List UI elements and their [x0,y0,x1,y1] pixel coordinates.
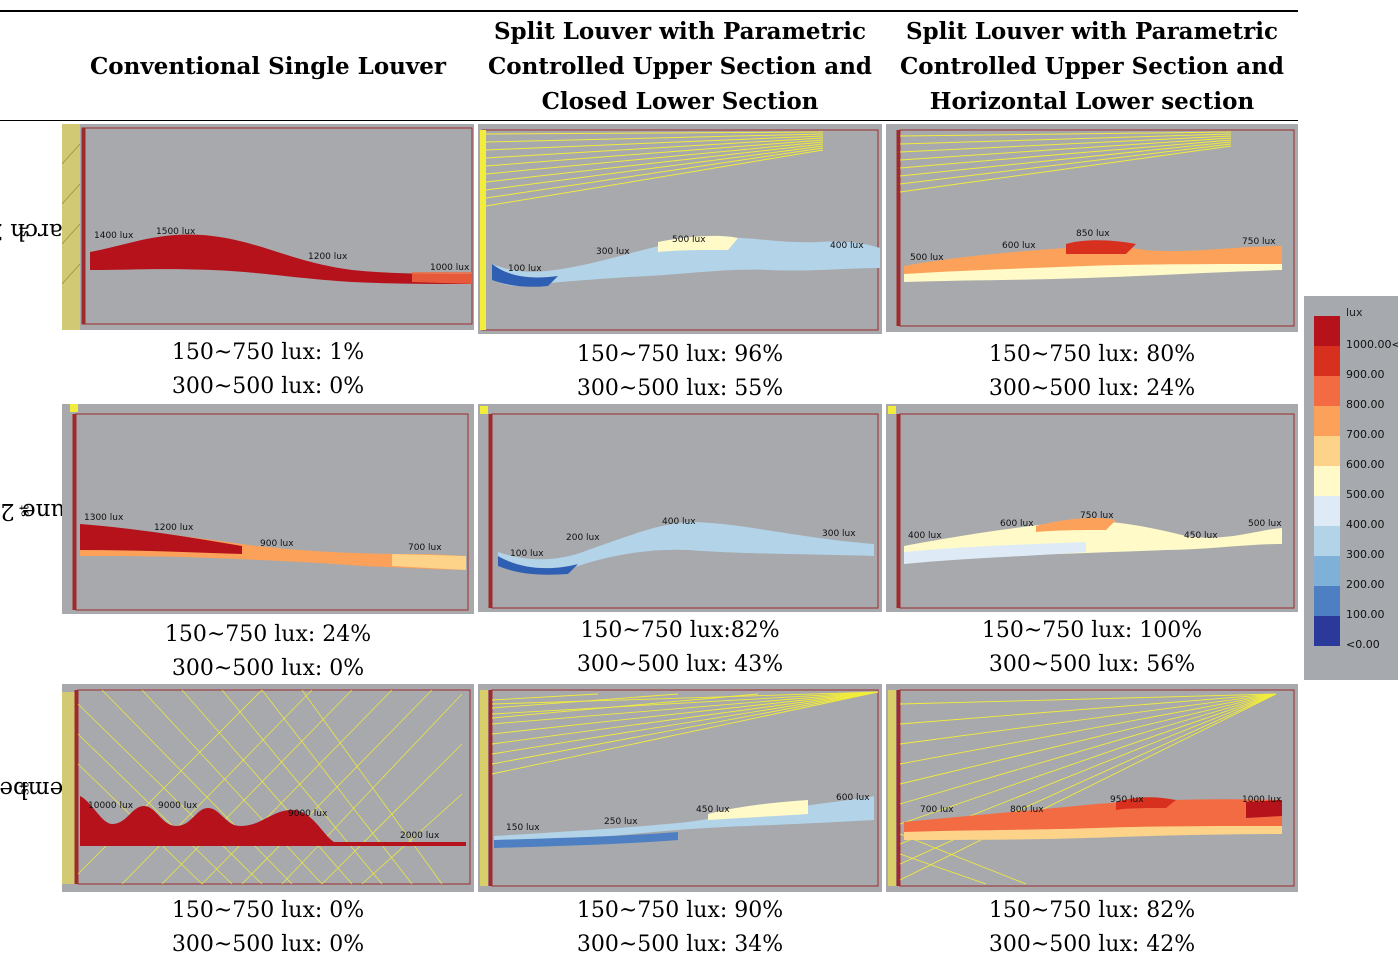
panel-june-closed-lower: 100 lux 200 lux 400 lux 300 lux [478,404,882,612]
lux-label: 750 lux [1080,511,1114,521]
lux-label: 9000 lux [158,801,198,811]
panel-march-horizontal-lower: 500 lux 600 lux 850 lux 750 lux [886,124,1298,332]
lux-label: 500 lux [1248,519,1282,529]
header-rule [0,120,1298,121]
caption-june-horizontal-lower: 150~750 lux: 100% 300~500 lux: 56% [981,618,1203,677]
caption-march-conventional: 150~750 lux: 1% 300~500 lux: 0% [171,340,365,399]
lux-label: 500 lux [672,235,706,245]
row-label-june: June 21st [0,498,75,524]
caption-december-closed-lower: 150~750 lux: 90% 300~500 lux: 34% [576,898,784,957]
panel-june-horizontal-lower: 400 lux 600 lux 750 lux 450 lux 500 lux [886,404,1298,612]
legend-swatch [1314,316,1340,346]
lux-label: 450 lux [1184,531,1218,541]
lux-label: 750 lux [1242,237,1276,247]
lux-label: 1500 lux [156,227,196,237]
lux-label: 450 lux [696,805,730,815]
lux-label: 300 lux [596,247,630,257]
lux-label: 2000 lux [400,831,440,841]
legend-tick-label: 800.00 [1346,398,1385,411]
lux-label: 10000 lux [88,801,134,811]
lux-label: 400 lux [662,517,696,527]
caption-december-horizontal-lower: 150~750 lux: 82% 300~500 lux: 42% [988,898,1196,957]
legend-swatch [1314,406,1340,436]
lux-label: 400 lux [908,531,942,541]
legend-tick-label: <0.00 [1346,638,1380,651]
lux-label: 400 lux [830,241,864,251]
legend-tick-label: 400.00 [1346,518,1385,531]
lux-label: 600 lux [1002,241,1036,251]
legend-swatch [1314,616,1340,646]
caption-march-horizontal-lower: 150~750 lux: 80% 300~500 lux: 24% [988,342,1196,401]
legend-swatch [1314,466,1340,496]
panel-june-conventional: 1300 lux 1200 lux 900 lux 700 lux [62,404,474,614]
legend-tick-label: 300.00 [1346,548,1385,561]
lux-label: 1300 lux [84,513,124,523]
color-legend: lux 1000.00< 900.00 800.00 700.00 600.00 500.… [1304,296,1398,680]
legend-unit: lux [1346,306,1363,319]
legend-tick-label: 500.00 [1346,488,1385,501]
lux-label: 150 lux [506,823,540,833]
legend-swatch [1314,556,1340,586]
caption-june-conventional: 150~750 lux: 24% 300~500 lux: 0% [164,622,372,681]
caption-june-closed-lower: 150~750 lux:82% 300~500 lux: 43% [576,618,784,677]
row-label-march: March 21st [0,218,87,244]
legend-tick-label: 900.00 [1346,368,1385,381]
legend-tick-label: 600.00 [1346,458,1385,471]
row-label-december: December 21st [0,776,109,802]
legend-swatch [1314,376,1340,406]
top-rule [0,10,1298,12]
column-header-2: Split Louver with Parametric Controlled … [487,17,872,115]
panel-march-closed-lower: 100 lux 300 lux 500 lux 400 lux [478,124,882,334]
lux-label: 700 lux [920,805,954,815]
lux-label: 100 lux [510,549,544,559]
legend-tick-label: 1000.00< [1346,338,1398,351]
lux-label: 950 lux [1110,795,1144,805]
lux-label: 600 lux [1000,519,1034,529]
legend-tick-label: 200.00 [1346,578,1385,591]
lux-label: 300 lux [822,529,856,539]
lux-label: 600 lux [836,793,870,803]
legend-tick-label: 700.00 [1346,428,1385,441]
panel-december-closed-lower: 150 lux 250 lux 450 lux 600 lux [478,684,882,892]
lux-label: 1000 lux [1242,795,1282,805]
legend-swatch [1314,526,1340,556]
caption-december-conventional: 150~750 lux: 0% 300~500 lux: 0% [171,898,365,957]
legend-swatch [1314,496,1340,526]
caption-march-closed-lower: 150~750 lux: 96% 300~500 lux: 55% [576,342,784,401]
lux-label: 100 lux [508,264,542,274]
lux-label: 250 lux [604,817,638,827]
legend-swatch [1314,346,1340,376]
lux-label: 850 lux [1076,229,1110,239]
panel-december-conventional: 10000 lux 9000 lux 9000 lux 2000 lux [62,684,474,892]
lux-label: 800 lux [1010,805,1044,815]
legend-swatch [1314,586,1340,616]
lux-label: 200 lux [566,533,600,543]
panel-march-conventional: 1400 lux 1500 lux 1200 lux 1000 lux [62,124,474,330]
lux-label: 1200 lux [308,252,348,262]
lux-label: 1000 lux [430,263,470,273]
lux-label: 1400 lux [94,231,134,241]
lux-label: 900 lux [260,539,294,549]
legend-tick-label: 100.00 [1346,608,1385,621]
column-header-1: Conventional Single Louver [89,52,447,80]
lux-label: 1200 lux [154,523,194,533]
lux-label: 500 lux [910,253,944,263]
legend-swatch [1314,436,1340,466]
panel-december-horizontal-lower: 700 lux 800 lux 950 lux 1000 lux [886,684,1298,892]
column-header-3: Split Louver with Parametric Controlled … [899,17,1284,115]
lux-label: 9000 lux [288,809,328,819]
lux-label: 700 lux [408,543,442,553]
